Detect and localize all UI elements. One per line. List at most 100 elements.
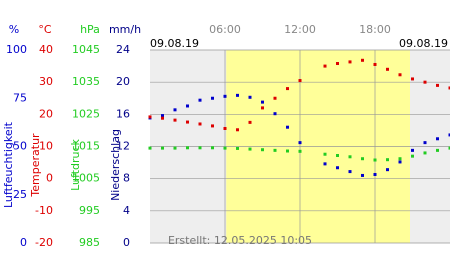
y-tick-label: 100 bbox=[6, 43, 27, 56]
y-tick-label: 1045 bbox=[72, 43, 100, 56]
data-point bbox=[424, 141, 427, 144]
y-tick-label: 985 bbox=[79, 236, 100, 249]
data-point bbox=[274, 149, 277, 152]
y-tick-label: 8 bbox=[123, 172, 130, 185]
y-tick-label: 4 bbox=[123, 204, 130, 217]
data-point bbox=[236, 147, 239, 150]
data-point bbox=[186, 104, 189, 107]
axis-title: Temperatur bbox=[29, 133, 42, 198]
data-point bbox=[324, 65, 327, 68]
data-point bbox=[424, 81, 427, 84]
data-point bbox=[174, 108, 177, 111]
data-point bbox=[386, 158, 389, 161]
data-point bbox=[361, 157, 364, 160]
data-point bbox=[349, 170, 352, 173]
y-tick-label: 1035 bbox=[72, 75, 100, 88]
data-point bbox=[186, 121, 189, 124]
data-point bbox=[424, 151, 427, 154]
data-point bbox=[224, 95, 227, 98]
data-point bbox=[211, 146, 214, 149]
axis-unit: °C bbox=[38, 23, 52, 36]
data-point bbox=[236, 128, 239, 131]
axis-unit: % bbox=[9, 23, 19, 36]
axis-title: Niederschlag bbox=[109, 129, 122, 201]
data-point bbox=[261, 101, 264, 104]
y-tick-label: 20 bbox=[116, 75, 130, 88]
data-point bbox=[374, 173, 377, 176]
data-point bbox=[336, 154, 339, 157]
data-point bbox=[224, 127, 227, 130]
y-tick-label: 25 bbox=[13, 188, 27, 201]
axis-unit: mm/h bbox=[109, 23, 141, 36]
y-tick-label: 16 bbox=[116, 107, 130, 120]
y-tick-label: -20 bbox=[35, 236, 53, 249]
data-point bbox=[349, 155, 352, 158]
data-point bbox=[199, 99, 202, 102]
y-tick-label: 24 bbox=[116, 43, 130, 56]
data-point bbox=[286, 150, 289, 153]
x-tick-label: 06:00 bbox=[209, 23, 241, 36]
data-point bbox=[299, 141, 302, 144]
data-point bbox=[361, 174, 364, 177]
data-point bbox=[261, 148, 264, 151]
data-point bbox=[174, 119, 177, 122]
data-point bbox=[324, 162, 327, 165]
data-point bbox=[149, 115, 152, 118]
data-point bbox=[274, 112, 277, 115]
data-point bbox=[186, 146, 189, 149]
x-tick-label: 12:00 bbox=[284, 23, 316, 36]
x-tick-label: 18:00 bbox=[359, 23, 391, 36]
data-point bbox=[161, 114, 164, 117]
data-point bbox=[149, 147, 152, 150]
data-point bbox=[374, 63, 377, 66]
data-point bbox=[161, 147, 164, 150]
data-point bbox=[261, 106, 264, 109]
data-point bbox=[274, 97, 277, 100]
data-point bbox=[161, 117, 164, 120]
axis-title: Luftfeuchtigkeit bbox=[2, 121, 15, 208]
data-point bbox=[399, 73, 402, 76]
y-tick-label: 0 bbox=[46, 172, 53, 185]
data-point bbox=[436, 149, 439, 152]
data-point bbox=[249, 121, 252, 124]
axis-title: Luftdruck bbox=[69, 138, 82, 190]
date-left: 09.08.19 bbox=[150, 37, 199, 50]
created-note: Erstellt: 12.05.2025 10:05 bbox=[168, 234, 312, 247]
data-point bbox=[199, 146, 202, 149]
data-point bbox=[286, 126, 289, 129]
axis-unit: hPa bbox=[80, 23, 100, 36]
data-point bbox=[336, 166, 339, 169]
data-point bbox=[286, 87, 289, 90]
data-point bbox=[236, 94, 239, 97]
y-tick-label: 30 bbox=[39, 75, 53, 88]
data-point bbox=[224, 147, 227, 150]
y-tick-label: 0 bbox=[20, 236, 27, 249]
y-tick-label: 0 bbox=[123, 236, 130, 249]
y-tick-label: 40 bbox=[39, 43, 53, 56]
data-point bbox=[299, 79, 302, 82]
data-point bbox=[199, 122, 202, 125]
data-point bbox=[436, 84, 439, 87]
y-tick-label: -10 bbox=[35, 204, 53, 217]
data-point bbox=[399, 157, 402, 160]
data-point bbox=[386, 168, 389, 171]
data-point bbox=[349, 60, 352, 63]
y-tick-label: 75 bbox=[13, 91, 27, 104]
y-tick-label: 1025 bbox=[72, 107, 100, 120]
data-point bbox=[374, 159, 377, 162]
data-point bbox=[249, 148, 252, 151]
y-tick-label: 50 bbox=[13, 140, 27, 153]
data-point bbox=[399, 160, 402, 163]
data-point bbox=[211, 97, 214, 100]
data-point bbox=[174, 147, 177, 150]
date-right: 09.08.19 bbox=[399, 37, 448, 50]
data-point bbox=[361, 59, 364, 62]
data-point bbox=[411, 149, 414, 152]
y-tick-label: 20 bbox=[39, 107, 53, 120]
data-point bbox=[411, 155, 414, 158]
data-point bbox=[411, 77, 414, 80]
data-point bbox=[386, 68, 389, 71]
data-point bbox=[436, 137, 439, 140]
y-tick-label: 995 bbox=[79, 204, 100, 217]
